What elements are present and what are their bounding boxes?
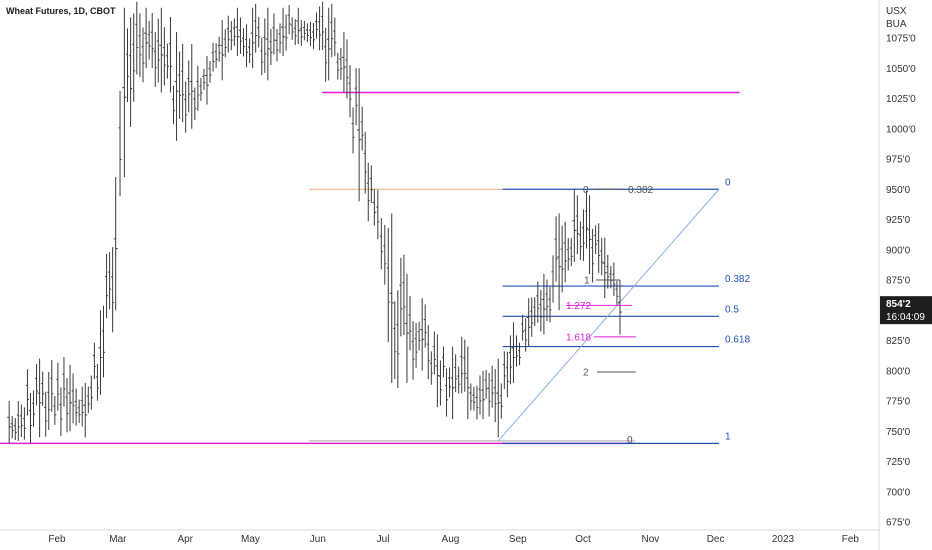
fib-retracement-label: 0 [725, 177, 731, 188]
x-tick-label: Dec [707, 534, 725, 545]
x-tick-label: May [241, 534, 260, 545]
fib-extension-label: 1 [584, 276, 590, 287]
x-tick-label: Jun [310, 534, 326, 545]
y-tick-label: 700'0 [886, 487, 911, 498]
y-tick-label: 900'0 [886, 245, 911, 256]
fib-retracement-label: 0.382 [725, 274, 750, 285]
fib-extension-label: 1.272 [566, 301, 591, 312]
bar-countdown: 16:04:09 [886, 312, 925, 323]
y-tick-label: 750'0 [886, 427, 911, 438]
unit-label: BUA [886, 19, 907, 30]
fib-retracement-label: 0.618 [725, 335, 750, 346]
x-tick-label: Feb [48, 534, 66, 545]
x-tick-label: Mar [109, 534, 127, 545]
y-tick-label: 925'0 [886, 215, 911, 226]
x-tick-label: Aug [442, 534, 460, 545]
x-tick-label: Oct [575, 534, 591, 545]
x-tick-label: Nov [642, 534, 660, 545]
y-tick-label: 1050'0 [886, 64, 916, 75]
y-tick-label: 800'0 [886, 366, 911, 377]
y-tick-label: 950'0 [886, 185, 911, 196]
fib-extension-label: 0 [583, 185, 589, 196]
price-bars [7, 2, 622, 444]
currency-label: USX [886, 6, 907, 17]
y-tick-label: 725'0 [886, 457, 911, 468]
fib-extension-label: 2 [583, 367, 589, 378]
fib-retracement-label: 1 [725, 431, 731, 442]
x-tick-label: Feb [842, 534, 860, 545]
y-tick-label: 1075'0 [886, 34, 916, 45]
price-axis[interactable]: 1075'0 1050'0 1025'0 1000'0 975'0 950'0 925'0 9… [886, 34, 916, 529]
y-tick-label: 1000'0 [886, 124, 916, 135]
x-tick-label: 2023 [772, 534, 795, 545]
x-tick-label: Sep [509, 534, 527, 545]
fib-extension-label: 1.618 [566, 332, 591, 343]
fib-extension-label: 0 [627, 435, 633, 446]
current-price-value: 854'2 [886, 299, 911, 310]
x-tick-label: Apr [177, 534, 193, 545]
y-tick-label: 875'0 [886, 276, 911, 287]
y-tick-label: 825'0 [886, 336, 911, 347]
time-axis[interactable]: Feb Mar Apr May Jun Jul Aug Sep Oct Nov Dec 2023 Feb [48, 534, 859, 545]
y-tick-label: 975'0 [886, 155, 911, 166]
current-price-badge: 854'2 16:04:09 [880, 296, 932, 324]
x-tick-label: Jul [377, 534, 390, 545]
y-tick-label: 675'0 [886, 518, 911, 529]
fib-retracement-label: 0.5 [725, 304, 739, 315]
chart-title: Wheat Futures, 1D, CBOT [6, 6, 116, 16]
fib-extension-label: 0.382 [628, 185, 653, 196]
y-tick-label: 775'0 [886, 397, 911, 408]
y-tick-label: 1025'0 [886, 94, 916, 105]
